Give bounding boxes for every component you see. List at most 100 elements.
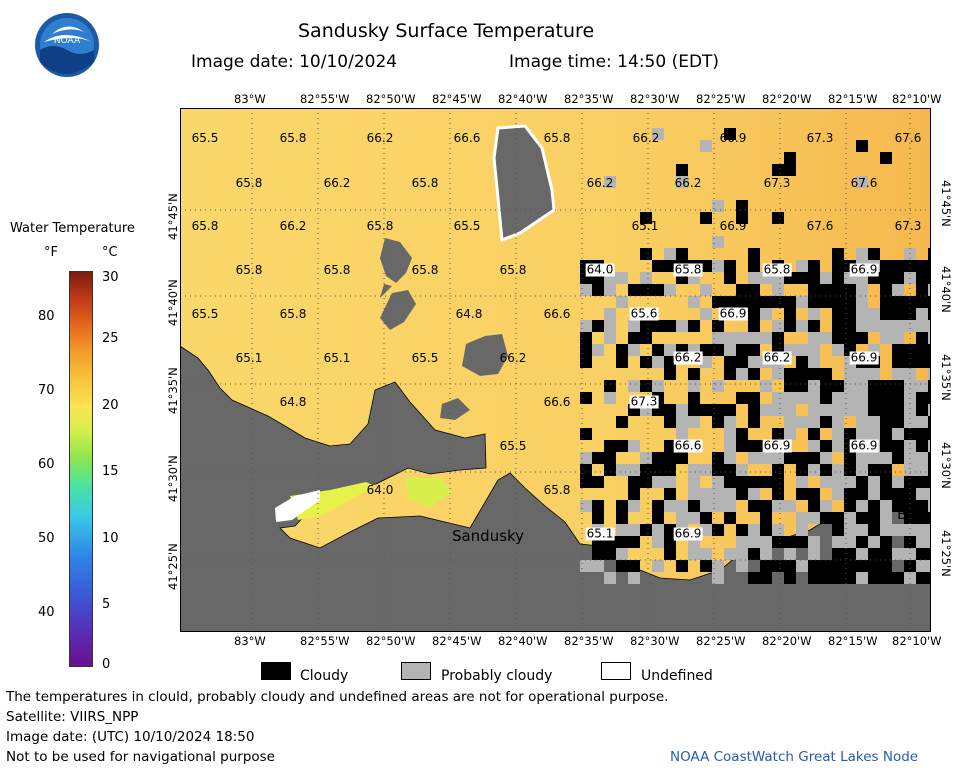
cloud-cell (748, 248, 760, 260)
cloud-cell (880, 296, 892, 308)
cloud-cell (820, 284, 832, 296)
cloud-cell (616, 440, 628, 452)
cloud-cell (688, 512, 700, 524)
cloud-cell (700, 464, 712, 476)
cloud-cell (916, 380, 928, 392)
cloud-cell (580, 560, 592, 572)
cloud-cell (748, 452, 760, 464)
cloud-cell (868, 404, 880, 416)
longitude-label: 82°45'W (432, 92, 482, 106)
cloud-cell (916, 344, 928, 356)
noaa-logo: NOAA (34, 12, 100, 78)
cloud-cell (640, 464, 652, 476)
cloud-cell (700, 488, 712, 500)
cloud-cell (880, 392, 892, 404)
cloud-cell (580, 428, 592, 440)
cloud-cell (904, 440, 916, 452)
cloud-cell (712, 560, 724, 572)
cloud-cell (748, 548, 760, 560)
cloud-cell (772, 212, 784, 224)
cloud-cell (700, 524, 712, 536)
cloud-cell (676, 428, 688, 440)
svg-text:NOAA: NOAA (54, 36, 81, 46)
cloud-cell (700, 344, 712, 356)
cloud-cell (772, 560, 784, 572)
cloud-cell (676, 512, 688, 524)
cloud-cell (868, 560, 880, 572)
latitude-label: 41°45'N (166, 193, 180, 240)
cloud-cell (832, 512, 844, 524)
temperature-label: 67.3 (629, 394, 659, 409)
temperature-label: 67.3 (763, 176, 791, 190)
cloud-cell (928, 488, 931, 500)
cloud-cell (700, 356, 712, 368)
cloud-cell (892, 356, 904, 368)
temperature-label: 65.8 (673, 262, 703, 277)
cloud-cell (796, 272, 808, 284)
temperature-label: 65.1 (323, 351, 351, 365)
cloud-cell (868, 368, 880, 380)
cloud-cell (628, 536, 640, 548)
cloud-cell (904, 524, 916, 536)
cloud-cell (616, 560, 628, 572)
page-title: Sandusky Surface Temperature (298, 20, 595, 42)
cloud-cell (808, 464, 820, 476)
temperature-label: 65.8 (235, 263, 263, 277)
cloud-cell (916, 320, 928, 332)
cloud-cell (664, 476, 676, 488)
cloud-cell (688, 548, 700, 560)
cloud-cell (712, 320, 724, 332)
cloud-cell (856, 572, 868, 584)
cloud-cell (880, 260, 892, 272)
cloud-cell (760, 452, 772, 464)
cloud-cell (736, 548, 748, 560)
cloud-cell (856, 548, 868, 560)
cloud-cell (856, 404, 868, 416)
temperature-label: 66.6 (453, 131, 481, 145)
cloud-cell (892, 476, 904, 488)
cloud-cell (844, 476, 856, 488)
cloud-cell (868, 524, 880, 536)
longitude-label: 82°50'W (366, 634, 416, 648)
cloud-cell (808, 344, 820, 356)
cloud-cell (724, 368, 736, 380)
cloud-cell (892, 524, 904, 536)
cloud-cell (808, 512, 820, 524)
cloud-cell (652, 512, 664, 524)
cloud-cell (856, 500, 868, 512)
longitude-label: 82°10'W (892, 634, 942, 648)
cloud-cell (712, 344, 724, 356)
cloud-cell (652, 500, 664, 512)
temperature-label: 66.6 (543, 395, 571, 409)
cloud-cell (844, 296, 856, 308)
image-date: Image date: 10/10/2024 (191, 52, 398, 72)
cloud-cell (652, 536, 664, 548)
temperature-label: 65.8 (323, 263, 351, 277)
cloud-cell (748, 440, 760, 452)
cloud-cell (640, 356, 652, 368)
cloud-cell (604, 308, 616, 320)
cloud-cell (772, 428, 784, 440)
cloud-cell (724, 512, 736, 524)
cloud-cell (676, 416, 688, 428)
cloud-cell (856, 308, 868, 320)
cloud-cell (652, 356, 664, 368)
cloud-cell (784, 560, 796, 572)
cloud-cell (628, 440, 640, 452)
temperature-label: 66.2 (674, 176, 702, 190)
cloud-cell (904, 536, 916, 548)
cloud-cell (904, 476, 916, 488)
cloud-cell (916, 356, 928, 368)
island-bass-2 (380, 290, 416, 330)
cloud-cell (772, 524, 784, 536)
cloud-cell (832, 392, 844, 404)
credit-link[interactable]: NOAA CoastWatch Great Lakes Node (670, 749, 919, 765)
temperature-label: 66.9 (718, 306, 748, 321)
cloud-cell (916, 260, 928, 272)
temperature-label: 66.9 (719, 131, 747, 145)
cloud-cell (928, 464, 931, 476)
cloud-cell (892, 404, 904, 416)
cloud-cell (808, 392, 820, 404)
cloud-cell (748, 404, 760, 416)
cloud-cell (820, 272, 832, 284)
